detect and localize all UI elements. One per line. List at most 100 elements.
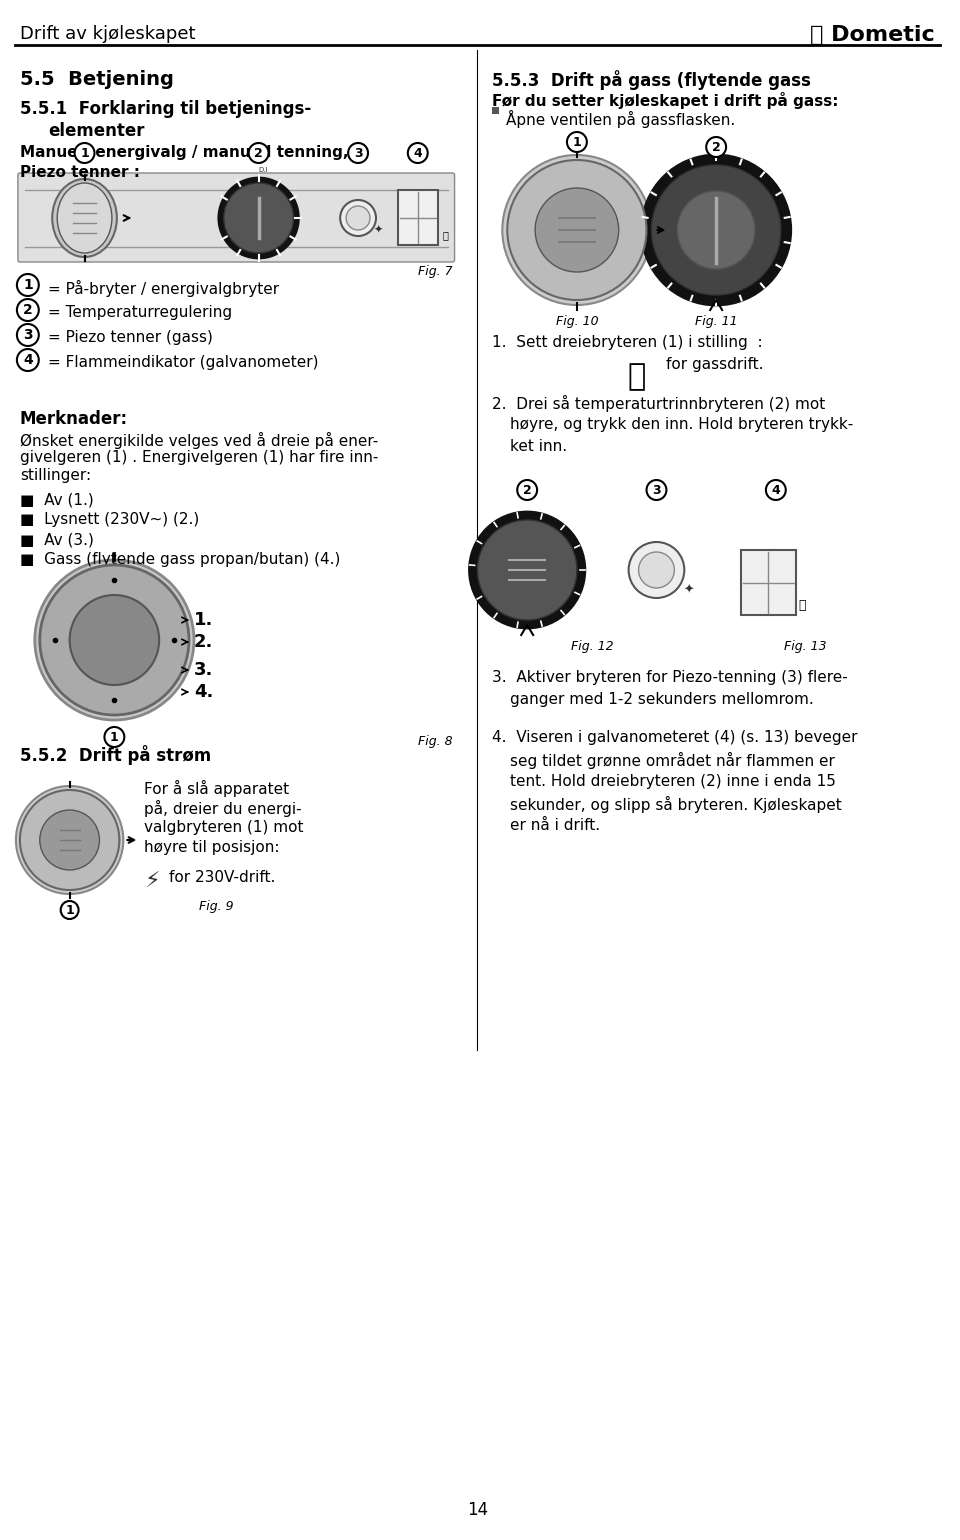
Text: 4: 4 — [772, 484, 780, 496]
Circle shape — [517, 480, 537, 501]
Text: 2: 2 — [23, 303, 33, 317]
Circle shape — [641, 156, 791, 305]
Text: 4: 4 — [23, 353, 33, 367]
Text: 3: 3 — [652, 484, 660, 496]
Text: 3.  Aktiver bryteren for Piezo-tenning (3) flere-: 3. Aktiver bryteren for Piezo-tenning (3… — [492, 670, 848, 685]
Text: = På-bryter / energivalgbryter: = På-bryter / energivalgbryter — [48, 280, 278, 297]
Ellipse shape — [58, 183, 112, 253]
Circle shape — [646, 480, 666, 501]
Circle shape — [35, 561, 194, 721]
Text: 1: 1 — [23, 279, 33, 293]
Circle shape — [17, 323, 38, 346]
Text: elementer: elementer — [49, 122, 145, 140]
Circle shape — [60, 901, 79, 919]
FancyBboxPatch shape — [18, 172, 455, 262]
Text: for 230V-drift.: for 230V-drift. — [169, 870, 276, 885]
Text: stillinger:: stillinger: — [20, 468, 91, 484]
Text: Åpne ventilen på gassflasken.: Åpne ventilen på gassflasken. — [506, 109, 735, 128]
Circle shape — [502, 156, 652, 305]
Circle shape — [678, 191, 755, 270]
Ellipse shape — [52, 179, 117, 257]
Text: Fig. 7: Fig. 7 — [418, 265, 452, 279]
Text: Før du setter kjøleskapet i drift på gass:: Før du setter kjøleskapet i drift på gas… — [492, 92, 839, 109]
Text: 4.: 4. — [194, 684, 213, 701]
Text: Fig. 9: Fig. 9 — [199, 899, 233, 913]
Text: 1: 1 — [110, 730, 119, 744]
Circle shape — [16, 785, 123, 895]
Text: 2: 2 — [254, 146, 263, 160]
Text: ✦: ✦ — [684, 584, 693, 596]
Text: Fig. 13: Fig. 13 — [784, 641, 827, 653]
Text: ■  Av (1.): ■ Av (1.) — [20, 491, 94, 507]
Text: 1: 1 — [65, 904, 74, 916]
Text: for gassdrift.: for gassdrift. — [666, 357, 764, 373]
Circle shape — [469, 511, 585, 628]
Circle shape — [347, 206, 370, 229]
Text: 2.  Drei så temperaturtrinnbryteren (2) mot: 2. Drei så temperaturtrinnbryteren (2) m… — [492, 394, 826, 413]
Text: 3.: 3. — [194, 661, 213, 679]
Text: 2.: 2. — [194, 633, 213, 651]
Text: tent. Hold dreiebryteren (2) inne i enda 15: tent. Hold dreiebryteren (2) inne i enda… — [511, 775, 836, 788]
Bar — [397, 189, 438, 245]
Text: ket inn.: ket inn. — [511, 439, 567, 454]
Text: valgbryteren (1) mot: valgbryteren (1) mot — [144, 819, 303, 835]
Text: 🔥: 🔥 — [799, 599, 806, 611]
Text: er nå i drift.: er nå i drift. — [511, 818, 600, 833]
Text: høyre til posisjon:: høyre til posisjon: — [144, 839, 279, 855]
Circle shape — [629, 542, 684, 598]
Text: 5.5.2  Drift på strøm: 5.5.2 Drift på strøm — [20, 745, 211, 765]
Text: 2: 2 — [523, 484, 532, 496]
Text: ✦: ✦ — [373, 225, 383, 236]
Circle shape — [408, 143, 428, 163]
Text: Piezo tenner :: Piezo tenner : — [20, 165, 140, 180]
Text: 5.5  Betjening: 5.5 Betjening — [20, 69, 174, 89]
Text: 1: 1 — [81, 146, 89, 160]
Text: givelgeren (1) . Energivelgeren (1) har fire inn-: givelgeren (1) . Energivelgeren (1) har … — [20, 450, 378, 465]
Circle shape — [17, 350, 38, 371]
Circle shape — [638, 551, 674, 588]
Circle shape — [224, 183, 294, 253]
Circle shape — [477, 521, 577, 621]
Text: 5.5.3  Drift på gass (flytende gass: 5.5.3 Drift på gass (flytende gass — [492, 69, 811, 89]
Circle shape — [766, 480, 786, 501]
Circle shape — [535, 188, 618, 273]
Text: 🔥: 🔥 — [443, 229, 448, 240]
Text: Merknader:: Merknader: — [20, 410, 128, 428]
Text: høyre, og trykk den inn. Hold bryteren trykk-: høyre, og trykk den inn. Hold bryteren t… — [511, 417, 853, 433]
Text: Fig. 10: Fig. 10 — [556, 316, 598, 328]
Text: 4: 4 — [414, 146, 422, 160]
Text: 14: 14 — [467, 1502, 488, 1518]
Text: 4.  Viseren i galvanometeret (4) (s. 13) beveger: 4. Viseren i galvanometeret (4) (s. 13) … — [492, 730, 858, 745]
Circle shape — [219, 179, 299, 259]
Circle shape — [652, 165, 780, 296]
Text: ⚡: ⚡ — [144, 872, 160, 892]
Text: sekunder, og slipp så bryteren. Kjøleskapet: sekunder, og slipp så bryteren. Kjøleska… — [511, 796, 842, 813]
Circle shape — [17, 299, 38, 320]
Bar — [741, 550, 796, 614]
Text: ■  Lysnett (230V~) (2.): ■ Lysnett (230V~) (2.) — [20, 511, 199, 527]
Circle shape — [348, 143, 368, 163]
Circle shape — [340, 200, 376, 236]
Circle shape — [707, 137, 726, 157]
Text: 5.5.1  Forklaring til betjenings-: 5.5.1 Forklaring til betjenings- — [20, 100, 311, 119]
Bar — [492, 106, 499, 114]
Text: 1.  Sett dreiebryteren (1) i stilling  :: 1. Sett dreiebryteren (1) i stilling : — [492, 336, 763, 350]
Circle shape — [70, 594, 159, 685]
Circle shape — [567, 132, 587, 152]
Circle shape — [249, 143, 269, 163]
Text: = Flammeindikator (galvanometer): = Flammeindikator (galvanometer) — [48, 356, 319, 370]
Text: D·I: D·I — [716, 145, 726, 151]
Text: 2: 2 — [711, 140, 721, 154]
Text: ■  Gass (flytende gass propan/butan) (4.): ■ Gass (flytende gass propan/butan) (4.) — [20, 551, 340, 567]
Circle shape — [75, 143, 94, 163]
Text: 3: 3 — [23, 328, 33, 342]
Text: = Temperaturregulering: = Temperaturregulering — [48, 305, 232, 320]
Text: 1: 1 — [572, 136, 581, 148]
Text: 1.: 1. — [194, 611, 213, 628]
Text: Fig. 11: Fig. 11 — [695, 316, 737, 328]
Circle shape — [507, 160, 646, 300]
Text: 3: 3 — [354, 146, 362, 160]
Circle shape — [17, 274, 38, 296]
Text: D.I: D.I — [259, 166, 269, 172]
Circle shape — [20, 790, 119, 890]
